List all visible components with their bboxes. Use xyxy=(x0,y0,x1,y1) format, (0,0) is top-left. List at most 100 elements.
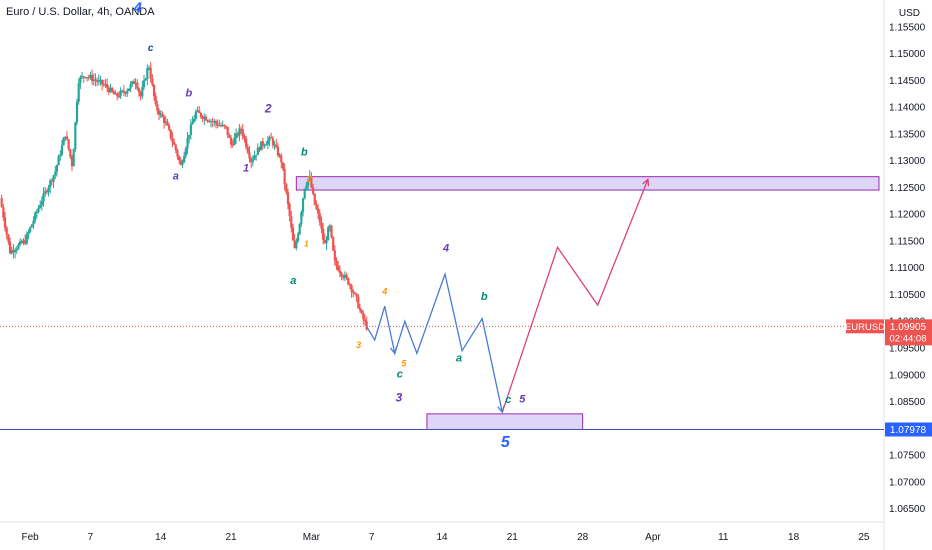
candle-body xyxy=(248,152,251,159)
candle-body xyxy=(141,87,144,97)
candle-body xyxy=(167,125,171,130)
candle-body xyxy=(25,234,28,244)
candle-body xyxy=(338,270,341,273)
candle-body xyxy=(70,156,74,167)
y-tick-label: 1.12000 xyxy=(889,210,926,221)
x-tick-label: 21 xyxy=(507,532,519,543)
candle-body xyxy=(300,212,303,225)
candle-body xyxy=(152,84,156,97)
candle-body xyxy=(94,79,97,81)
candle-body xyxy=(199,113,203,117)
y-tick-label: 1.13500 xyxy=(889,129,926,140)
candle-body xyxy=(288,203,291,217)
candle-body xyxy=(323,239,326,244)
candle-body xyxy=(112,91,115,95)
candle-body xyxy=(27,231,30,235)
candle-body xyxy=(77,83,80,102)
wave-label: 1 xyxy=(304,239,309,248)
candle-body xyxy=(34,213,37,221)
candle-body xyxy=(139,92,142,97)
candle-body xyxy=(20,241,23,244)
candle-body xyxy=(45,191,48,193)
candle-body xyxy=(196,110,199,112)
candle-body xyxy=(15,248,18,251)
candle-body xyxy=(219,125,223,127)
candle-body xyxy=(171,138,174,142)
candle-body xyxy=(0,198,3,208)
candle-body xyxy=(132,81,136,84)
candle-body xyxy=(251,159,254,163)
candle-body xyxy=(335,260,338,266)
candle-body xyxy=(114,93,117,95)
candle-body xyxy=(7,234,10,242)
candle-body xyxy=(234,133,238,138)
candle-body xyxy=(271,138,275,146)
candle-body xyxy=(117,96,120,98)
price-tag-value: 1.09905 xyxy=(890,322,927,333)
candle-body xyxy=(186,138,189,149)
candle-body xyxy=(328,225,331,228)
candle-body xyxy=(221,124,224,126)
candle-body xyxy=(30,224,33,228)
candle-body xyxy=(18,241,22,245)
candle-body xyxy=(126,90,129,94)
candle-body xyxy=(181,162,184,165)
candle-body xyxy=(12,250,15,253)
candle-body xyxy=(241,129,244,136)
candle-body xyxy=(224,126,228,128)
candle-body xyxy=(345,274,348,279)
candle-body xyxy=(358,307,362,311)
candle-body xyxy=(342,276,345,278)
wave-label: 4 xyxy=(381,286,387,296)
candle-body xyxy=(206,120,209,122)
chart-title: Euro / U.S. Dollar, 4h, OANDA xyxy=(6,6,155,18)
y-tick-label: 1.15000 xyxy=(889,49,926,60)
support-tag-bg xyxy=(885,422,932,437)
candle-body xyxy=(278,155,281,157)
candle-body xyxy=(40,201,43,206)
candle-body xyxy=(337,265,340,271)
candle-body xyxy=(42,193,45,202)
wave-label: c xyxy=(148,43,154,54)
candle-body xyxy=(149,67,152,79)
candle-body xyxy=(136,82,139,89)
candle-body xyxy=(306,179,310,186)
price-tag-bg xyxy=(885,319,932,346)
candle-body xyxy=(239,128,243,130)
candle-body xyxy=(362,313,365,320)
candle-body xyxy=(134,82,137,84)
resistance-zone[interactable] xyxy=(295,176,880,191)
candle-body xyxy=(320,222,323,229)
wave-label: 2 xyxy=(264,101,272,115)
x-tick-label: 28 xyxy=(577,532,589,543)
x-tick-label: Feb xyxy=(22,532,40,543)
candle-body xyxy=(29,227,32,232)
target-zone[interactable] xyxy=(426,413,584,430)
candle-body xyxy=(35,211,38,214)
candle-body xyxy=(151,78,154,85)
wave-label: 3 xyxy=(356,340,361,350)
projection-path-pink[interactable] xyxy=(501,179,649,413)
candle-body xyxy=(327,227,330,241)
projection-path-blue[interactable] xyxy=(366,271,503,413)
candle-body xyxy=(280,155,283,163)
candle-body xyxy=(13,250,17,253)
x-tick-label: 25 xyxy=(858,532,870,543)
candle-body xyxy=(106,84,109,88)
candle-body xyxy=(47,187,50,193)
candle-body xyxy=(350,285,353,292)
candle-body xyxy=(273,144,276,146)
candle-body xyxy=(208,120,211,123)
candle-body xyxy=(85,77,89,79)
candle-body xyxy=(44,191,47,194)
y-tick-label: 1.11500 xyxy=(889,236,925,247)
candle-body xyxy=(10,250,13,254)
candle-body xyxy=(343,274,346,278)
y-tick-label: 1.07000 xyxy=(889,477,926,488)
candle-body xyxy=(22,240,25,244)
candle-body xyxy=(228,135,231,138)
y-tick-label: 1.08500 xyxy=(889,397,926,408)
candle-body xyxy=(363,319,367,322)
candle-body xyxy=(246,147,249,153)
